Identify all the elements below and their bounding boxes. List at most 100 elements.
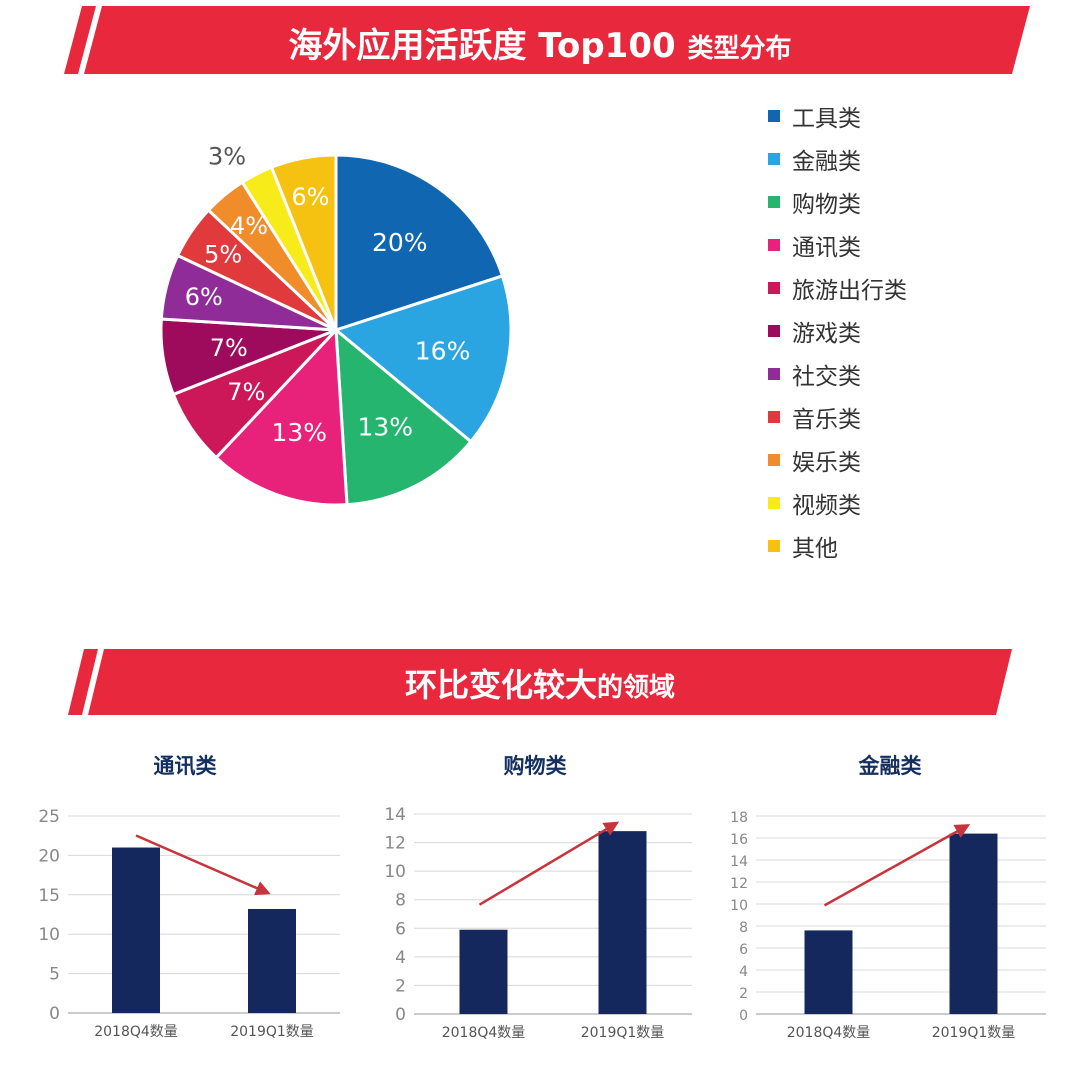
pie-slice-label: 20% bbox=[372, 228, 428, 257]
y-tick-label: 0 bbox=[49, 1004, 60, 1024]
bar bbox=[248, 908, 296, 1013]
legend-item: 社交类 bbox=[768, 352, 907, 395]
legend-swatch bbox=[768, 238, 780, 251]
bar bbox=[598, 831, 647, 1014]
bar-chart-shopping: 购物类 0 2 4 6 8 10 12 14 2018Q4数量 2019Q1数量 bbox=[370, 740, 700, 1070]
x-tick-label: 2019Q1数量 bbox=[932, 1025, 1016, 1041]
x-tick-label: 2019Q1数量 bbox=[581, 1025, 665, 1041]
x-tick-label: 2019Q1数量 bbox=[230, 1024, 314, 1040]
legend-swatch bbox=[768, 410, 780, 423]
legend-label: 工具类 bbox=[792, 105, 861, 132]
trend-arrow bbox=[135, 834, 271, 896]
y-tick-label: 0 bbox=[395, 1005, 406, 1025]
legend-item: 音乐类 bbox=[768, 395, 907, 438]
pie-slice-label: 6% bbox=[185, 283, 223, 311]
section-title-main: 环比变化较大 bbox=[404, 666, 597, 704]
y-tick-label: 12 bbox=[384, 834, 406, 854]
bar-chart-title: 金融类 bbox=[858, 754, 922, 778]
chart-title-small: 类型分布 bbox=[687, 34, 792, 64]
y-tick-label: 8 bbox=[739, 920, 748, 936]
y-tick-label: 6 bbox=[739, 942, 748, 958]
pie-slice-label: 16% bbox=[415, 336, 471, 365]
y-tick-label: 25 bbox=[38, 807, 60, 827]
y-tick-label: 18 bbox=[730, 810, 748, 826]
title-banner-shape bbox=[64, 6, 1030, 74]
legend-label: 旅游出行类 bbox=[792, 277, 907, 304]
legend-label: 金融类 bbox=[792, 148, 861, 175]
pie-slice-label: 7% bbox=[210, 334, 248, 362]
pie-slice-label: 13% bbox=[271, 418, 327, 447]
y-tick-label: 6 bbox=[395, 919, 406, 939]
legend-swatch bbox=[768, 195, 780, 208]
y-tick-label: 2 bbox=[739, 986, 748, 1002]
legend-item: 娱乐类 bbox=[768, 438, 907, 481]
bar bbox=[804, 930, 853, 1014]
pie-chart: 20%16%13%13%7%7%6%5%4%3%6% bbox=[159, 142, 513, 507]
y-tick-label: 15 bbox=[38, 886, 60, 906]
section-title: 环比变化较大的领域 bbox=[0, 660, 1080, 706]
trend-arrow bbox=[823, 824, 971, 907]
legend-swatch bbox=[768, 152, 780, 165]
y-tick-label: 16 bbox=[730, 832, 748, 848]
legend-swatch bbox=[768, 367, 780, 380]
y-tick-label: 12 bbox=[730, 876, 748, 892]
x-tick-label: 2018Q4数量 bbox=[442, 1025, 526, 1041]
legend-label: 购物类 bbox=[792, 191, 861, 218]
pie-legend: 工具类金融类购物类通讯类旅游出行类游戏类社交类音乐类娱乐类视频类其他 bbox=[768, 94, 907, 567]
bar bbox=[459, 929, 508, 1014]
pie-slice bbox=[334, 153, 505, 333]
y-tick-label: 14 bbox=[384, 805, 406, 825]
legend-label: 娱乐类 bbox=[792, 449, 861, 476]
bar bbox=[949, 833, 998, 1014]
trend-arrow bbox=[478, 821, 620, 906]
y-tick-label: 10 bbox=[730, 898, 748, 914]
pie-slice-label: 6% bbox=[291, 183, 329, 211]
chart-title-main: 海外应用活跃度 Top100 bbox=[288, 26, 676, 66]
y-tick-label: 20 bbox=[38, 846, 60, 866]
bar-chart-plot: 0 5 10 15 20 25 2018Q4数量 2019Q1数量 bbox=[38, 807, 340, 1040]
y-tick-label: 5 bbox=[49, 965, 60, 985]
legend-label: 游戏类 bbox=[792, 320, 861, 347]
y-tick-label: 4 bbox=[395, 948, 406, 968]
chart-title: 海外应用活跃度 Top100 类型分布 bbox=[0, 18, 1080, 67]
bar-chart-title: 购物类 bbox=[503, 754, 567, 778]
pie-slice-label: 3% bbox=[208, 142, 246, 170]
legend-item: 工具类 bbox=[768, 94, 907, 137]
legend-item: 金融类 bbox=[768, 137, 907, 180]
section-banner-shape bbox=[68, 649, 1012, 715]
section-title-small: 的领域 bbox=[597, 673, 676, 703]
section-banner: 环比变化较大的领域 bbox=[0, 645, 1080, 720]
x-tick-label: 2018Q4数量 bbox=[94, 1024, 178, 1040]
y-tick-label: 14 bbox=[730, 854, 748, 870]
legend-label: 视频类 bbox=[792, 492, 861, 519]
pie-slice-label: 4% bbox=[230, 212, 268, 240]
pie-slice bbox=[334, 326, 473, 507]
legend-label: 社交类 bbox=[792, 363, 861, 390]
y-tick-label: 4 bbox=[739, 964, 748, 980]
bar bbox=[112, 847, 160, 1013]
y-tick-label: 10 bbox=[384, 862, 406, 882]
legend-swatch bbox=[768, 324, 780, 337]
pie-slice-label: 5% bbox=[204, 240, 242, 268]
legend-item: 游戏类 bbox=[768, 309, 907, 352]
legend-item: 其他 bbox=[768, 524, 907, 567]
pie-slice-label: 7% bbox=[227, 378, 265, 406]
y-tick-label: 10 bbox=[38, 925, 60, 945]
legend-swatch bbox=[768, 281, 780, 294]
bar-chart-plot: 0 2 4 6 8 10 12 14 16 18 2018Q4数量 2019Q1数量 bbox=[730, 810, 1046, 1041]
y-tick-label: 8 bbox=[395, 891, 406, 911]
y-tick-label: 2 bbox=[395, 976, 406, 996]
title-banner: 海外应用活跃度 Top100 类型分布 bbox=[0, 0, 1080, 80]
legend-item: 视频类 bbox=[768, 481, 907, 524]
legend-swatch bbox=[768, 496, 780, 509]
pie-slice-label: 13% bbox=[357, 413, 413, 442]
bar-chart-title: 通讯类 bbox=[153, 754, 217, 778]
legend-label: 音乐类 bbox=[792, 406, 861, 433]
pie-slice bbox=[332, 274, 513, 444]
legend-swatch bbox=[768, 109, 780, 122]
bar-chart-finance: 金融类 0 2 4 6 8 10 12 14 16 18 2018Q4数量 2019Q1数量 bbox=[720, 740, 1060, 1070]
legend-item: 旅游出行类 bbox=[768, 266, 907, 309]
bar-chart-plot: 0 2 4 6 8 10 12 14 2018Q4数量 2019Q1数量 bbox=[384, 805, 692, 1041]
pie-slice bbox=[214, 326, 349, 507]
legend-item: 通讯类 bbox=[768, 223, 907, 266]
